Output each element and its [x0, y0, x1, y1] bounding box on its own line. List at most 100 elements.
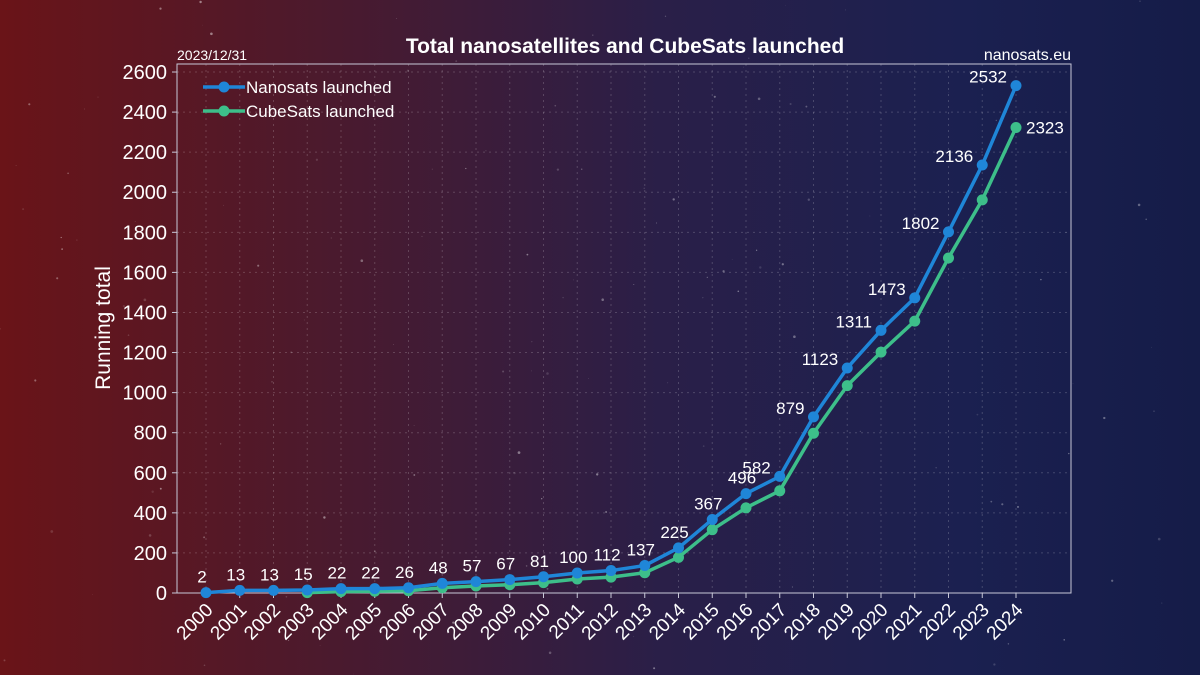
- star: [1153, 410, 1155, 412]
- star: [993, 663, 996, 666]
- star: [807, 198, 810, 201]
- star: [743, 66, 744, 68]
- star: [323, 516, 326, 519]
- x-tick-label: 2016: [713, 600, 758, 645]
- star: [526, 49, 530, 53]
- data-label-nanosats: 13: [260, 565, 279, 584]
- star: [220, 443, 222, 445]
- star: [162, 150, 164, 152]
- data-point-nanosats: [605, 565, 617, 577]
- star: [596, 473, 599, 476]
- y-tick-label: 1800: [123, 222, 168, 244]
- x-axis-ticks: 2000200120022003200420052006200720082009…: [173, 593, 1028, 644]
- star: [1157, 537, 1161, 541]
- x-tick-label: 2015: [679, 600, 724, 645]
- star: [452, 621, 455, 624]
- data-label-nanosats: 582: [742, 458, 770, 477]
- star: [3, 659, 6, 662]
- star: [0, 328, 1, 330]
- star: [1063, 639, 1065, 641]
- data-point-cubesats: [976, 194, 988, 206]
- data-label-nanosats: 1473: [868, 280, 906, 299]
- star: [1139, 0, 1141, 2]
- star: [706, 276, 708, 278]
- grid-lines: [177, 64, 1071, 594]
- star: [271, 380, 273, 383]
- star: [667, 382, 669, 384]
- star: [319, 645, 321, 646]
- data-point-nanosats: [268, 584, 279, 596]
- x-tick-label: 2003: [274, 600, 319, 645]
- data-label-nanosats: 48: [429, 558, 448, 577]
- data-point-nanosats: [200, 587, 212, 599]
- star-field: [0, 0, 1163, 675]
- y-tick-label: 1200: [123, 343, 168, 365]
- star: [1111, 579, 1114, 582]
- star: [61, 248, 63, 250]
- star: [431, 168, 433, 170]
- data-label-nanosats: 367: [694, 494, 722, 513]
- star: [413, 474, 416, 476]
- y-tick-label: 600: [134, 463, 167, 485]
- data-point-nanosats: [335, 583, 347, 595]
- star: [656, 222, 657, 224]
- x-tick-label: 2013: [612, 600, 657, 645]
- star: [1068, 452, 1070, 455]
- star: [285, 595, 288, 598]
- star: [731, 259, 733, 260]
- star: [288, 639, 290, 641]
- star: [633, 636, 635, 637]
- star: [1040, 278, 1042, 281]
- star: [28, 103, 31, 106]
- star: [702, 445, 705, 447]
- data-point-nanosats: [875, 324, 887, 336]
- star: [374, 550, 376, 553]
- star: [722, 270, 725, 273]
- star: [455, 60, 458, 62]
- x-tick-label: 2017: [747, 600, 792, 645]
- star: [633, 284, 635, 286]
- x-tick-label: 2014: [645, 599, 690, 644]
- star: [257, 264, 260, 267]
- x-tick-label: 2019: [814, 600, 859, 645]
- legend-swatch-marker: [218, 105, 230, 117]
- star: [546, 587, 549, 590]
- data-point-nanosats: [403, 582, 414, 594]
- star: [962, 277, 964, 279]
- star: [177, 112, 179, 114]
- x-tick-label: 2005: [342, 600, 387, 645]
- data-label-nanosats: 67: [496, 555, 515, 574]
- legend-swatch-marker: [218, 81, 230, 93]
- star: [948, 91, 950, 93]
- star: [869, 215, 871, 217]
- star: [421, 235, 423, 237]
- x-tick-label: 2022: [915, 600, 960, 645]
- chart-title: Total nanosatellites and CubeSats launch…: [406, 35, 844, 58]
- star: [239, 355, 241, 357]
- data-point-nanosats: [369, 583, 381, 595]
- star: [210, 32, 213, 36]
- star: [517, 451, 521, 454]
- legend: Nanosats launched CubeSats launched: [203, 78, 394, 121]
- star: [22, 208, 25, 211]
- data-point-nanosats: [1010, 80, 1022, 92]
- data-label-nanosats: 1311: [835, 312, 872, 331]
- data-label-nanosats: 57: [463, 557, 482, 576]
- y-tick-label: 1600: [123, 262, 168, 284]
- data-point-nanosats: [436, 577, 448, 589]
- x-tick-label: 2023: [949, 600, 994, 645]
- star: [793, 335, 796, 339]
- data-point-nanosats: [571, 567, 583, 579]
- data-label-nanosats: 137: [627, 541, 655, 560]
- star: [413, 425, 415, 426]
- star: [788, 50, 790, 53]
- star: [513, 471, 516, 475]
- data-label-nanosats: 13: [226, 565, 245, 584]
- data-point-cubesats: [673, 551, 684, 563]
- star: [759, 266, 762, 269]
- y-axis-label: Running total: [92, 266, 115, 390]
- star: [531, 370, 533, 372]
- legend-label: Nanosats launched: [246, 78, 392, 97]
- star: [134, 221, 136, 222]
